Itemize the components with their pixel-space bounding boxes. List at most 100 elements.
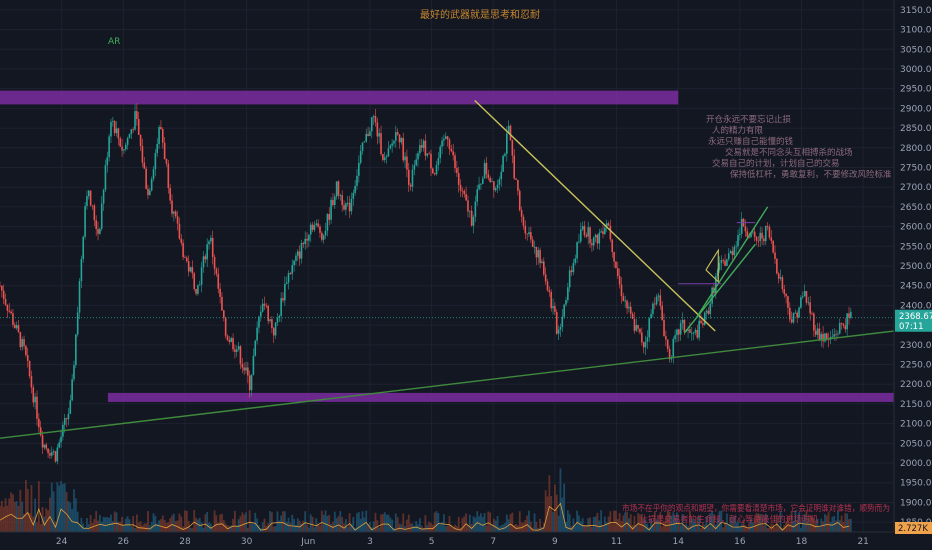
volume-bar: [234, 510, 236, 532]
candle-body: [365, 133, 368, 142]
candle-body: [598, 232, 601, 244]
candle-body: [341, 195, 343, 206]
candle-body: [785, 293, 787, 297]
candle-body: [158, 127, 160, 145]
footer-note: 止损是交易者的生命线，耐心等待最佳的进场时机: [640, 514, 818, 525]
candle-body: [752, 231, 754, 233]
candle-body: [282, 298, 284, 301]
volume-bar: [433, 512, 436, 532]
volume-bar: [724, 522, 726, 532]
volume-bar: [517, 525, 519, 532]
volume-bar: [213, 510, 216, 532]
x-tick-label: 24: [56, 537, 68, 547]
candle-body: [439, 146, 442, 159]
volume-bar: [800, 527, 802, 532]
volume-bar: [12, 494, 14, 532]
volume-bar: [276, 511, 279, 532]
candle-body: [311, 224, 314, 230]
candle-body: [402, 138, 405, 161]
candle-body: [840, 323, 843, 324]
volume-bar: [757, 513, 760, 532]
candle-body: [356, 175, 358, 186]
volume-bar: [332, 521, 334, 532]
candle-body: [548, 290, 551, 292]
candle-body: [528, 232, 530, 235]
candle-body: [252, 355, 255, 375]
candle-body: [87, 190, 90, 197]
volume-bar: [646, 523, 649, 532]
candle-body: [280, 298, 282, 316]
volume-bar: [385, 514, 388, 532]
candle-body: [343, 205, 345, 210]
volume-bar: [753, 519, 756, 532]
volume-bar: [348, 513, 351, 532]
volume-bar: [666, 510, 669, 532]
candle-body: [409, 184, 412, 187]
candle-body: [339, 195, 342, 197]
volume-bar: [237, 519, 240, 532]
candle-body: [578, 241, 580, 243]
candle-body: [546, 281, 549, 291]
volume-bar: [169, 518, 172, 532]
volume-bar: [350, 523, 353, 532]
candle-body: [243, 367, 245, 371]
candle-body: [330, 199, 332, 220]
candle-body: [19, 332, 22, 348]
candle-body: [226, 335, 229, 341]
candle-body: [591, 243, 593, 246]
volume-bar: [842, 521, 845, 532]
candle-body: [500, 171, 503, 180]
candle-body: [276, 318, 279, 323]
candle-body: [89, 190, 92, 206]
candle-body: [709, 303, 712, 314]
volume-bar: [435, 511, 438, 532]
candle-body: [358, 162, 360, 176]
candle-body: [803, 291, 806, 297]
candle-body: [50, 452, 53, 456]
volume-bar: [838, 520, 841, 532]
volume-bar: [189, 527, 192, 532]
candle-body: [424, 140, 427, 156]
y-tick-label: 2100.00: [900, 420, 932, 430]
volume-bar: [39, 524, 42, 532]
candle-body: [648, 318, 651, 338]
candle-body: [321, 232, 323, 240]
candle-body: [592, 237, 595, 246]
candle-body: [633, 318, 636, 331]
volume-bar: [357, 511, 360, 532]
candle-body: [792, 313, 795, 323]
upper-resistance-zone: [0, 90, 679, 105]
volume-bar: [295, 524, 297, 532]
candle-body: [587, 227, 589, 237]
volume-bar: [365, 510, 368, 532]
candle-body: [206, 244, 208, 260]
volume-ma-line: [0, 502, 850, 531]
candle-body: [665, 336, 667, 340]
candle-body: [448, 139, 451, 149]
candle-body: [835, 334, 837, 336]
candle-body: [524, 225, 527, 234]
volume-bar: [141, 525, 144, 532]
volume-bar: [184, 510, 186, 532]
volume-bar: [208, 522, 210, 532]
candle-body: [485, 162, 488, 175]
volume-bar: [520, 522, 523, 532]
candle-body: [141, 146, 144, 163]
volume-bar: [742, 519, 745, 532]
y-tick-label: 2300.00: [900, 341, 932, 351]
x-tick-label: 3: [367, 537, 373, 547]
x-tick-label: 5: [429, 537, 435, 547]
volume-bar: [731, 520, 734, 532]
volume-bar: [372, 521, 375, 532]
volume-bar: [228, 526, 231, 532]
volume-bar: [100, 521, 103, 532]
candle-body: [195, 288, 197, 294]
candle-body: [437, 158, 440, 166]
breakout-channel-lower: [683, 243, 756, 334]
candle-body: [655, 296, 658, 305]
volume-bar: [550, 496, 553, 532]
candle-body: [814, 330, 817, 335]
candle-body: [49, 453, 51, 456]
volume-bar: [463, 516, 466, 532]
